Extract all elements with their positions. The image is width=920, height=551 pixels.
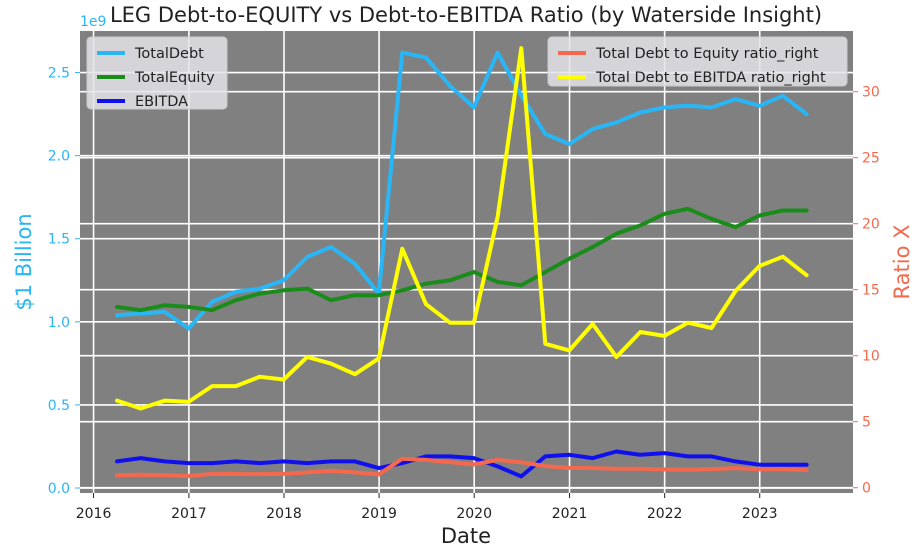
legend-left: TotalDebt TotalEquity EBITDA	[86, 36, 228, 110]
x-axis-label: Date	[441, 524, 491, 548]
x-tick-label: 2021	[552, 506, 588, 522]
y-axis-label-left: $1 Billion	[12, 213, 36, 310]
series-line-totaldebt	[115, 50, 809, 331]
y-left-tick-label: 0.0	[48, 481, 70, 497]
x-tick-label: 2022	[647, 506, 683, 522]
chart-title: LEG Debt-to-EQUITY vs Debt-to-EBITDA Rat…	[110, 3, 822, 27]
y-right-tick-label: 15	[862, 283, 880, 299]
y-right-tick-label: 30	[862, 85, 880, 101]
x-tick-label: 2019	[361, 506, 397, 522]
legend-box	[547, 36, 848, 87]
legend-label: Total Debt to EBITDA ratio_right	[595, 70, 826, 86]
y-right-tick-label: 20	[862, 217, 880, 233]
legend-label: TotalEquity	[134, 70, 215, 86]
series-line-ebitda	[115, 449, 809, 479]
legend-label: TotalDebt	[134, 46, 204, 62]
series-line-total-debt-to-ebitda-ratio-right	[115, 46, 809, 411]
series-line-totalequity	[115, 206, 809, 313]
y-left-tick-label: 2.0	[48, 149, 70, 165]
legend-right: Total Debt to Equity ratio_right Total De…	[547, 36, 848, 87]
series-lines	[115, 46, 809, 479]
y-left-tick-label: 1.0	[48, 315, 70, 331]
legends: TotalDebt TotalEquity EBITDA Total Debt to …	[86, 36, 848, 110]
y-left-tick-label: 0.5	[48, 398, 70, 414]
y-left-tick-label: 1.5	[48, 232, 70, 248]
tick-labels: 2016 2017 2018 2019 2020 2021 2022 2023 0.0 0.5 1.…	[48, 66, 880, 522]
x-tick-label: 2017	[171, 506, 207, 522]
left-axis-offset-label: 1e9	[80, 14, 106, 30]
y-axis-label-right: Ratio X	[890, 225, 914, 300]
y-right-tick-label: 0	[862, 481, 871, 497]
y-left-tick-label: 2.5	[48, 66, 70, 82]
series-line-total-debt-to-equity-ratio-right	[115, 456, 809, 479]
axes	[75, 72, 858, 498]
x-tick-label: 2020	[456, 506, 492, 522]
y-right-tick-label: 25	[862, 151, 880, 167]
x-tick-label: 2018	[266, 506, 302, 522]
legend-label: EBITDA	[135, 94, 188, 110]
legend-label: Total Debt to Equity ratio_right	[595, 46, 819, 62]
x-tick-label: 2016	[76, 506, 112, 522]
x-tick-label: 2023	[742, 506, 778, 522]
y-right-tick-label: 5	[862, 415, 871, 431]
y-right-tick-label: 10	[862, 349, 880, 365]
